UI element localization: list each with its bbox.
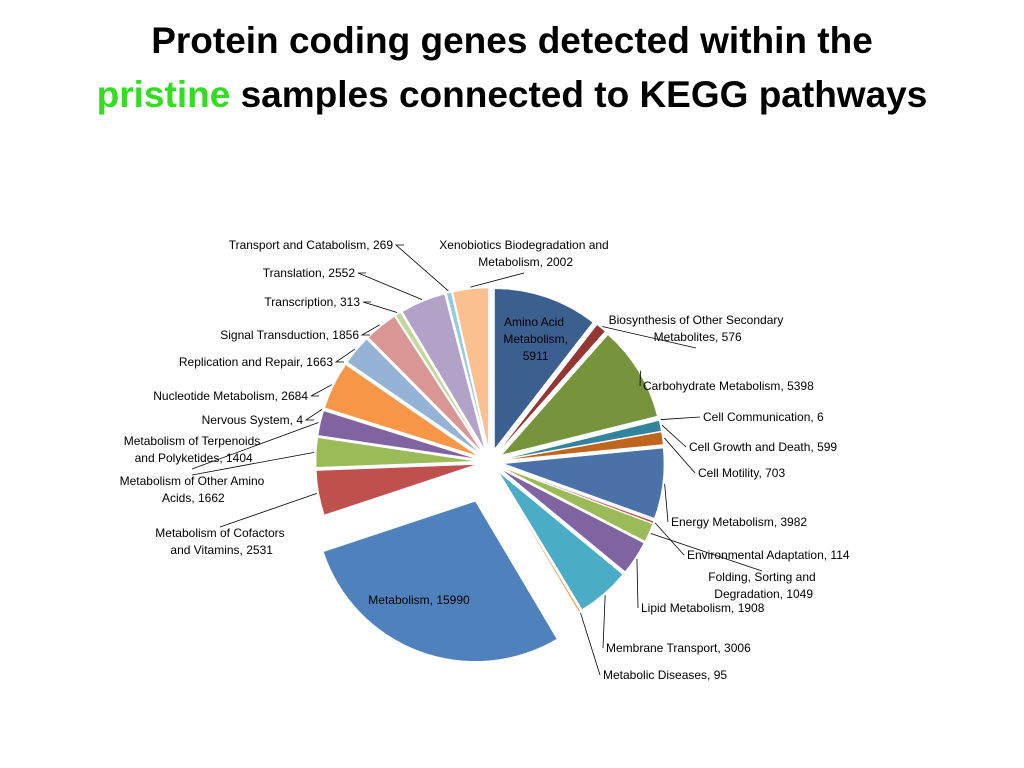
data-label: Nervous System, 4 bbox=[202, 413, 304, 427]
pie-slice bbox=[503, 466, 654, 524]
pie-slice bbox=[494, 288, 593, 450]
pie-slice bbox=[446, 292, 487, 449]
data-label: Metabolic Diseases, 95 bbox=[603, 668, 727, 682]
pie-slice bbox=[503, 431, 664, 461]
chart-title: Protein coding genes detected within the… bbox=[0, 14, 1024, 122]
data-label: Transcription, 313 bbox=[264, 295, 360, 309]
leader-line bbox=[357, 272, 423, 300]
leader-line bbox=[660, 416, 701, 420]
data-label: Amino Acid Metabolism, 5911 bbox=[500, 315, 568, 363]
data-label: Metabolism, 15990 bbox=[368, 593, 470, 607]
pie-slice bbox=[503, 447, 665, 519]
pie-slice bbox=[501, 469, 645, 572]
leader-line bbox=[654, 522, 685, 556]
data-label: Metabolism of Terpenoids and Polyketides… bbox=[124, 434, 261, 465]
data-label: Cell Growth and Death, 599 bbox=[689, 440, 837, 454]
data-label: Transport and Catabolism, 269 bbox=[229, 238, 394, 252]
pie-slice bbox=[496, 473, 581, 612]
leader-line bbox=[580, 612, 601, 676]
leader-line bbox=[650, 533, 763, 572]
leader-line bbox=[304, 408, 323, 421]
data-label: Cell Motility, 703 bbox=[698, 466, 785, 480]
leader-line bbox=[362, 301, 398, 313]
data-label: Signal Transduction, 1856 bbox=[220, 328, 359, 342]
data-label: Environmental Adaptation, 114 bbox=[687, 548, 850, 562]
leader-line bbox=[334, 348, 356, 363]
pie-slice bbox=[503, 419, 660, 459]
pie-slice bbox=[503, 420, 662, 460]
pie-slice bbox=[498, 324, 606, 452]
data-label: Metabolism of Other Amino Acids, 1662 bbox=[120, 474, 265, 505]
pie-slice bbox=[317, 410, 477, 460]
leader-line bbox=[602, 326, 697, 349]
data-label: Carbohydrate Metabolism, 5398 bbox=[643, 379, 814, 393]
data-label: Xenobiotics Biodegradation and Metabolis… bbox=[439, 238, 608, 269]
data-label: Energy Metabolism, 3982 bbox=[671, 515, 807, 529]
data-label: Biosynthesis of Other Secondary Metaboli… bbox=[609, 313, 784, 344]
data-label: Membrane Transport, 3006 bbox=[606, 641, 751, 655]
leader-line bbox=[636, 558, 639, 609]
leader-line bbox=[310, 384, 333, 397]
leader-line bbox=[191, 451, 315, 476]
pie-slice bbox=[323, 409, 477, 459]
data-label: Folding, Sorting and Degradation, 1049 bbox=[708, 570, 815, 601]
leader-line bbox=[394, 244, 449, 292]
pie-slice bbox=[501, 334, 658, 456]
leader-line bbox=[602, 595, 606, 649]
pie-slice bbox=[395, 312, 483, 451]
data-label: Lipid Metabolism, 1908 bbox=[641, 601, 765, 615]
title-start: Protein coding genes detected within the bbox=[151, 20, 873, 61]
pie-slice bbox=[316, 464, 477, 516]
data-label: Metabolism of Cofactors and Vitamins, 25… bbox=[155, 526, 284, 557]
pie-slice bbox=[323, 501, 558, 662]
leader-line bbox=[219, 492, 317, 528]
title-highlight: pristine bbox=[96, 74, 231, 115]
data-label: Replication and Repair, 1663 bbox=[179, 355, 333, 369]
leader-line bbox=[360, 324, 380, 336]
data-label: Translation, 2552 bbox=[263, 266, 356, 280]
leader-line bbox=[661, 425, 687, 448]
leader-line bbox=[664, 483, 669, 523]
leader-line bbox=[191, 422, 319, 470]
pie-slice bbox=[347, 338, 480, 454]
pie-slice bbox=[502, 467, 653, 542]
data-label: Nucleotide Metabolism, 2684 bbox=[153, 389, 308, 403]
pie-slice bbox=[315, 437, 477, 468]
leader-line bbox=[470, 272, 525, 288]
leader-line bbox=[664, 437, 696, 474]
pie-slice bbox=[452, 287, 489, 449]
data-label: Cell Communication, 6 bbox=[703, 410, 824, 424]
title-end: samples connected to KEGG pathways bbox=[240, 74, 928, 115]
pie-slice bbox=[368, 316, 482, 452]
pie-slice bbox=[324, 364, 478, 457]
pie-slice bbox=[402, 293, 485, 450]
pie-slice bbox=[498, 472, 623, 610]
